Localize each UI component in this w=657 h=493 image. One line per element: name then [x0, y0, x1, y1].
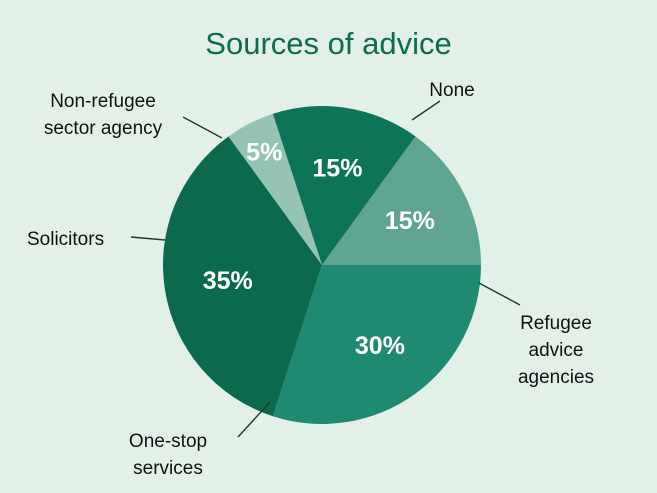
slice-value-label: 35%: [203, 267, 253, 295]
chart-title: Sources of advice: [205, 26, 452, 61]
leader-line: [130, 236, 166, 241]
slice-category-label: None: [429, 80, 474, 101]
pie-slice-none: [322, 136, 481, 265]
leader-line: [182, 116, 223, 139]
pie-slice-one-stop-services: [163, 136, 322, 417]
pie-slice-solicitors: [228, 113, 322, 265]
slice-category-label: One-stop services: [129, 431, 207, 479]
leader-line: [237, 401, 271, 438]
slice-category-label: Solicitors: [27, 229, 104, 250]
slice-category-label: Refugee advice agencies: [518, 313, 594, 388]
slice-value-label: 15%: [385, 207, 435, 235]
pie-slice-refugee-advice-agencies: [272, 265, 481, 424]
pie-slice-non-refugee-sector-agency: [272, 106, 416, 266]
slice-category-label: Non-refugee sector agency: [44, 91, 163, 139]
slice-value-label: 30%: [355, 332, 405, 360]
leader-line: [478, 282, 521, 306]
slice-value-label: 15%: [312, 155, 362, 183]
slice-value-label: 5%: [246, 139, 282, 167]
leader-line: [411, 100, 441, 121]
